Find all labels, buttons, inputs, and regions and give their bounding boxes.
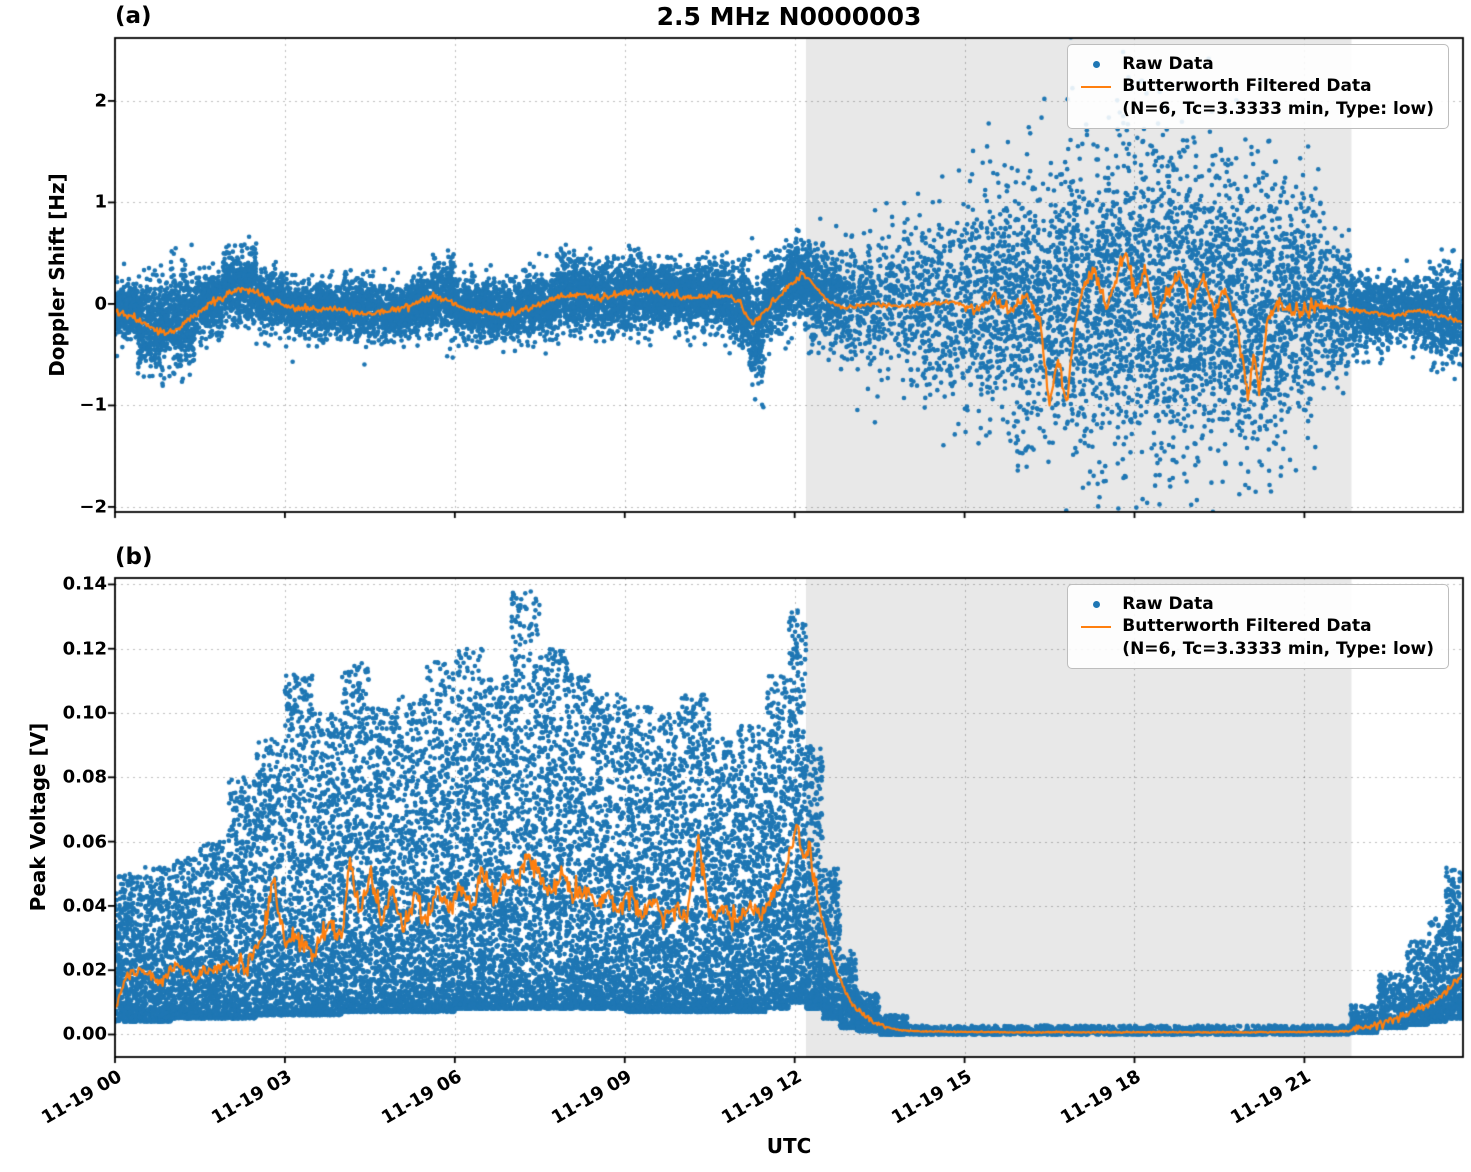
raw-data-marker-icon <box>1078 53 1114 75</box>
y-tick-label: 0.12 <box>62 638 107 660</box>
legend-filtered-label: Butterworth Filtered Data <box>1122 76 1372 97</box>
y-tick-label: 0 <box>94 293 107 315</box>
legend-filtered-label: Butterworth Filtered Data <box>1122 616 1372 637</box>
panel-a-label: (a) <box>115 3 152 29</box>
panel-b-label: (b) <box>115 544 153 570</box>
y-axis-label-voltage: Peak Voltage [V] <box>26 722 50 912</box>
y-tick-label: 0.14 <box>62 573 107 595</box>
y-tick-label: −1 <box>79 394 107 416</box>
legend-raw-label: Raw Data <box>1122 594 1214 614</box>
legend-filtered-sublabel: (N=6, Tc=3.3333 min, Type: low) <box>1122 638 1434 659</box>
legend-raw-label: Raw Data <box>1122 54 1214 74</box>
y-tick-label: 0.02 <box>62 959 107 981</box>
y-tick-label: 0.06 <box>62 831 107 853</box>
y-tick-label: −2 <box>79 496 107 518</box>
figure-title: 2.5 MHz N0000003 <box>656 2 922 31</box>
filtered-line-marker-icon <box>1078 75 1114 120</box>
filtered-line-marker-icon <box>1078 615 1114 660</box>
legend-panel-b: Raw Data Butterworth Filtered Data (N=6,… <box>1067 584 1449 670</box>
y-tick-label: 0.00 <box>62 1023 107 1045</box>
legend-panel-a: Raw Data Butterworth Filtered Data (N=6,… <box>1067 44 1449 130</box>
y-tick-label: 0.10 <box>62 702 107 724</box>
y-tick-label: 0.08 <box>62 766 107 788</box>
raw-data-marker-icon <box>1078 593 1114 615</box>
legend-filtered-sublabel: (N=6, Tc=3.3333 min, Type: low) <box>1122 98 1434 119</box>
y-tick-label: 1 <box>94 191 107 213</box>
y-tick-label: 0.04 <box>62 895 107 917</box>
y-tick-label: 2 <box>94 90 107 112</box>
x-axis-label: UTC <box>766 1134 812 1158</box>
